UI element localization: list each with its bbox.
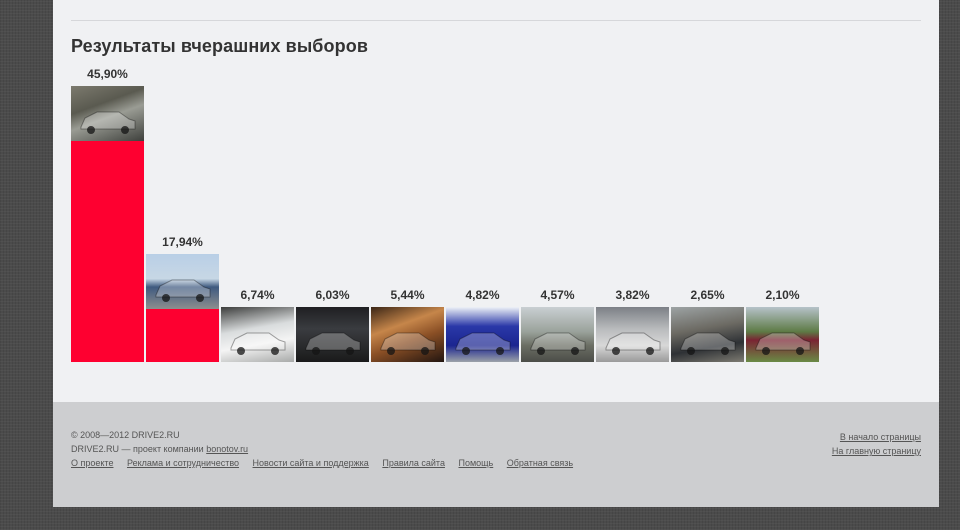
content-panel: Результаты вчерашних выборов 45,90% 17,94… <box>53 0 939 507</box>
car-photo-10[interactable] <box>746 307 819 362</box>
copyright-text: © 2008—2012 DRIVE2.RU <box>71 430 180 440</box>
bar-value-label: 6,03% <box>315 288 350 302</box>
car-photo-3[interactable] <box>221 307 294 362</box>
footer-link-news[interactable]: Новости сайта и поддержка <box>252 458 369 468</box>
footer-link-rules[interactable]: Правила сайта <box>382 458 445 468</box>
car-silhouette-icon <box>530 332 586 355</box>
project-prefix: DRIVE2.RU — проект компании <box>71 444 207 454</box>
car-photo-4[interactable] <box>296 307 369 362</box>
car-silhouette-icon <box>80 111 136 134</box>
page-title: Результаты вчерашних выборов <box>71 36 368 56</box>
bar-value-label: 45,90% <box>87 67 128 81</box>
divider <box>71 20 921 21</box>
car-silhouette-icon <box>380 332 436 355</box>
bar-value-label: 2,65% <box>690 288 725 302</box>
bar-value-label: 4,82% <box>465 288 500 302</box>
car-photo-9[interactable] <box>671 307 744 362</box>
car-silhouette-icon <box>230 332 286 355</box>
project-text: DRIVE2.RU — проект компании bonotov.ru <box>71 444 248 454</box>
car-silhouette-icon <box>680 332 736 355</box>
car-photo-2[interactable] <box>146 254 219 310</box>
car-photo-7[interactable] <box>521 307 594 362</box>
footer-link-about[interactable]: О проекте <box>71 458 114 468</box>
footer-nav: О проекте Реклама и сотрудничество Новос… <box>71 458 573 468</box>
chart-bar[interactable] <box>146 309 219 362</box>
bar-value-label: 17,94% <box>162 235 203 250</box>
bar-value-label: 2,10% <box>765 288 800 302</box>
footer-link-ads[interactable]: Реклама и сотрудничество <box>126 458 240 468</box>
car-photo-8[interactable] <box>596 307 669 362</box>
link-page-top[interactable]: В начало страницы <box>839 432 921 442</box>
car-silhouette-icon <box>455 332 511 355</box>
car-photo-6[interactable] <box>446 307 519 362</box>
results-bar-chart: 45,90% 17,94% 6,74% 6,03% 5,44% 4,82% 4,57% 3,8… <box>71 60 831 365</box>
footer-link-help[interactable]: Помощь <box>458 458 494 468</box>
car-silhouette-icon <box>605 332 661 355</box>
bar-value-label: 3,82% <box>615 288 650 302</box>
bar-value-label: 4,57% <box>540 288 575 302</box>
bar-value-label: 6,74% <box>240 288 275 302</box>
car-silhouette-icon <box>755 332 811 355</box>
car-silhouette-icon <box>305 332 361 355</box>
car-silhouette-icon <box>155 279 211 303</box>
car-photo-1[interactable] <box>71 86 144 141</box>
footer: © 2008—2012 DRIVE2.RU DRIVE2.RU — проект… <box>53 402 939 507</box>
company-link[interactable]: bonotov.ru <box>206 444 249 454</box>
link-home[interactable]: На главную страницу <box>831 446 921 456</box>
footer-link-feedback[interactable]: Обратная связь <box>506 458 574 468</box>
chart-bar[interactable] <box>71 141 144 362</box>
car-photo-5[interactable] <box>371 307 444 362</box>
bar-value-label: 5,44% <box>390 288 425 302</box>
